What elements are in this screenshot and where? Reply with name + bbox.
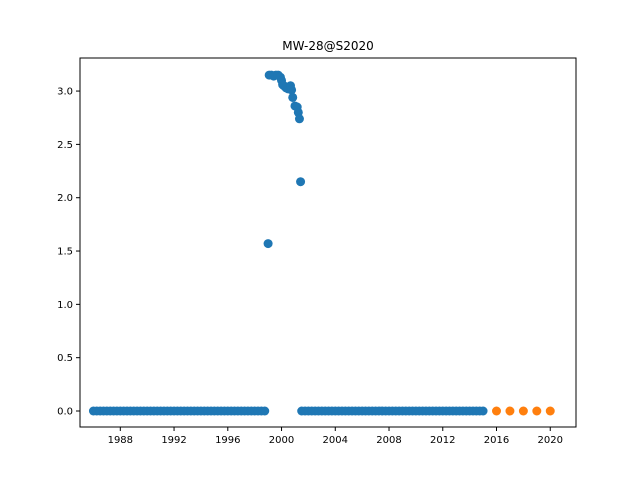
data-point-series-1 xyxy=(260,406,270,416)
data-point-series-2 xyxy=(532,406,542,416)
y-axis: 0.0 0.5 1.0 1.5 2.0 2.5 3.0 xyxy=(57,87,80,418)
y-tick-label: 0.5 xyxy=(57,353,73,364)
x-tick-label: 2012 xyxy=(430,435,455,446)
x-tick-label: 1996 xyxy=(215,435,240,446)
data-point-series-2 xyxy=(545,406,555,416)
x-tick-label: 2020 xyxy=(538,435,563,446)
data-point-series-2 xyxy=(492,406,502,416)
y-tick-label: 0.0 xyxy=(57,407,73,418)
data-point-series-1 xyxy=(288,92,298,102)
x-axis: 1988 1992 1996 2000 2004 2008 2012 2016 2020 xyxy=(108,427,563,446)
plot-frame xyxy=(79,57,577,428)
y-tick-label: 2.5 xyxy=(57,140,73,151)
data-point-series-1 xyxy=(263,239,273,249)
data-point-series-1 xyxy=(478,406,488,416)
x-tick-label: 2004 xyxy=(323,435,348,446)
x-tick-label: 2008 xyxy=(376,435,401,446)
x-tick-label: 2000 xyxy=(269,435,294,446)
data-points xyxy=(88,70,555,416)
chart-title: MW-28@S2020 xyxy=(282,39,374,53)
data-point-series-2 xyxy=(518,406,528,416)
data-point-series-1 xyxy=(294,114,304,124)
data-point-series-1 xyxy=(287,85,297,95)
data-point-series-1 xyxy=(296,177,306,187)
y-tick-label: 2.0 xyxy=(57,193,73,204)
y-tick-label: 3.0 xyxy=(57,87,73,98)
data-point-series-2 xyxy=(505,406,515,416)
x-tick-label: 1992 xyxy=(161,435,186,446)
x-tick-label: 1988 xyxy=(108,435,133,446)
x-tick-label: 2016 xyxy=(484,435,509,446)
y-tick-label: 1.0 xyxy=(57,300,73,311)
y-tick-label: 1.5 xyxy=(57,247,73,258)
